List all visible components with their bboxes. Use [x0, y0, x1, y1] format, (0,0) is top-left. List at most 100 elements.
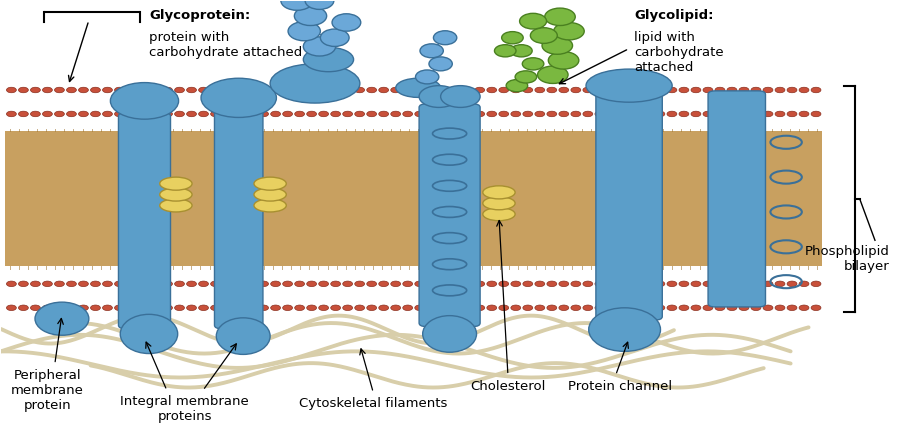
Ellipse shape — [78, 87, 88, 93]
Ellipse shape — [515, 71, 537, 83]
Ellipse shape — [419, 86, 458, 108]
Ellipse shape — [378, 305, 388, 311]
Ellipse shape — [589, 308, 661, 351]
Ellipse shape — [271, 111, 280, 117]
Ellipse shape — [31, 87, 40, 93]
Ellipse shape — [586, 69, 672, 102]
Ellipse shape — [254, 188, 286, 201]
Ellipse shape — [378, 111, 388, 117]
Ellipse shape — [595, 281, 605, 287]
Ellipse shape — [811, 87, 821, 93]
Ellipse shape — [595, 87, 605, 93]
Ellipse shape — [487, 305, 496, 311]
Ellipse shape — [538, 66, 568, 83]
Ellipse shape — [254, 177, 286, 190]
Ellipse shape — [355, 111, 365, 117]
Ellipse shape — [667, 281, 677, 287]
Ellipse shape — [631, 305, 641, 311]
Ellipse shape — [535, 305, 545, 311]
FancyBboxPatch shape — [708, 91, 765, 307]
Ellipse shape — [595, 305, 605, 311]
Ellipse shape — [282, 305, 292, 311]
Ellipse shape — [703, 305, 713, 311]
Ellipse shape — [367, 87, 377, 93]
Ellipse shape — [307, 305, 316, 311]
Ellipse shape — [631, 281, 641, 287]
Ellipse shape — [67, 281, 76, 287]
Ellipse shape — [114, 87, 124, 93]
Ellipse shape — [691, 305, 701, 311]
Ellipse shape — [775, 111, 785, 117]
Ellipse shape — [751, 87, 761, 93]
Ellipse shape — [427, 305, 437, 311]
Ellipse shape — [235, 111, 245, 117]
Ellipse shape — [583, 87, 592, 93]
Ellipse shape — [523, 305, 533, 311]
Ellipse shape — [78, 281, 88, 287]
Ellipse shape — [763, 281, 773, 287]
Ellipse shape — [391, 305, 401, 311]
Ellipse shape — [210, 281, 220, 287]
Ellipse shape — [414, 305, 424, 311]
Ellipse shape — [201, 78, 276, 118]
Ellipse shape — [583, 281, 592, 287]
Ellipse shape — [367, 111, 377, 117]
Ellipse shape — [727, 305, 737, 311]
Ellipse shape — [391, 111, 401, 117]
Ellipse shape — [703, 111, 713, 117]
Ellipse shape — [187, 305, 197, 311]
Ellipse shape — [355, 87, 365, 93]
Text: Cholesterol: Cholesterol — [470, 380, 546, 393]
Ellipse shape — [571, 305, 581, 311]
Ellipse shape — [607, 87, 617, 93]
Ellipse shape — [727, 111, 737, 117]
Ellipse shape — [270, 64, 360, 103]
FancyBboxPatch shape — [119, 113, 171, 329]
Ellipse shape — [475, 111, 485, 117]
Ellipse shape — [174, 281, 184, 287]
Ellipse shape — [499, 305, 509, 311]
Ellipse shape — [667, 87, 677, 93]
Ellipse shape — [494, 45, 516, 57]
Ellipse shape — [235, 281, 245, 287]
Ellipse shape — [631, 111, 641, 117]
Ellipse shape — [295, 87, 305, 93]
Ellipse shape — [463, 111, 473, 117]
Ellipse shape — [439, 281, 449, 287]
Ellipse shape — [355, 305, 365, 311]
Ellipse shape — [643, 281, 653, 287]
Ellipse shape — [174, 305, 184, 311]
Ellipse shape — [403, 281, 413, 287]
Ellipse shape — [667, 111, 677, 117]
Ellipse shape — [223, 111, 233, 117]
Ellipse shape — [138, 87, 148, 93]
Text: lipid with
carbohydrate
attached: lipid with carbohydrate attached — [635, 31, 724, 74]
Ellipse shape — [739, 111, 749, 117]
Ellipse shape — [319, 87, 328, 93]
Ellipse shape — [788, 281, 797, 287]
Ellipse shape — [607, 305, 617, 311]
Ellipse shape — [319, 281, 328, 287]
Ellipse shape — [295, 111, 305, 117]
Ellipse shape — [127, 111, 137, 117]
Ellipse shape — [414, 281, 424, 287]
Ellipse shape — [433, 31, 457, 45]
Ellipse shape — [246, 305, 256, 311]
Ellipse shape — [42, 87, 52, 93]
Ellipse shape — [138, 111, 148, 117]
Ellipse shape — [415, 70, 439, 84]
Ellipse shape — [160, 199, 192, 212]
Ellipse shape — [91, 281, 101, 287]
Ellipse shape — [294, 7, 326, 25]
Ellipse shape — [282, 87, 292, 93]
Ellipse shape — [199, 87, 209, 93]
Ellipse shape — [429, 57, 452, 71]
Ellipse shape — [775, 87, 785, 93]
Ellipse shape — [523, 281, 533, 287]
Ellipse shape — [559, 305, 569, 311]
Text: Glycoprotein:: Glycoprotein: — [149, 10, 250, 22]
Ellipse shape — [439, 111, 449, 117]
Ellipse shape — [235, 305, 245, 311]
Ellipse shape — [520, 13, 547, 29]
Ellipse shape — [475, 281, 485, 287]
